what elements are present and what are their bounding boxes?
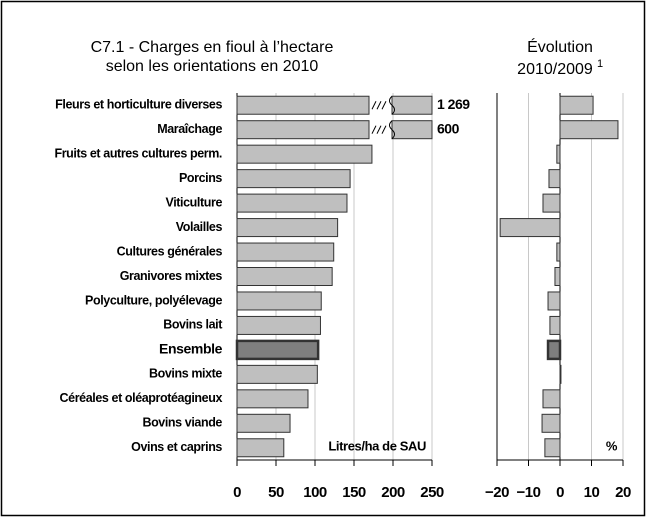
chart-subtitle: 2010/2009 <box>517 61 593 78</box>
x-tick-label: −10 <box>517 484 541 501</box>
x-tick-label: 200 <box>381 484 405 501</box>
bar <box>559 95 594 115</box>
bar <box>235 339 320 361</box>
axis-label: % <box>606 438 618 453</box>
bar <box>542 193 561 213</box>
value-label: 1 269 <box>437 96 470 112</box>
bar <box>236 364 318 384</box>
bar <box>236 169 351 189</box>
bar <box>559 120 619 140</box>
bar-part <box>381 125 387 134</box>
bar-part <box>389 120 395 140</box>
bar <box>236 267 333 286</box>
category-label: Bovins lait <box>163 318 223 332</box>
bar <box>236 291 322 311</box>
bar <box>236 144 373 164</box>
bar <box>236 218 339 238</box>
bar <box>544 438 561 458</box>
category-label: Céréales et oléaprotéagineux <box>60 391 223 405</box>
chart-title: C7.1 - Charges en fioul à l’hectare <box>91 39 334 56</box>
broken-bar <box>236 95 433 115</box>
chart-subtitle: selon les orientations en 2010 <box>106 58 319 75</box>
bar <box>236 315 321 335</box>
x-tick-label: 0 <box>233 484 241 501</box>
category-label: Volailles <box>176 220 223 234</box>
bar <box>548 169 561 189</box>
x-tick-label: −20 <box>485 484 509 501</box>
bar-part <box>389 95 395 115</box>
x-tick-label: 0 <box>556 484 564 501</box>
bar-part <box>376 125 382 134</box>
broken-bar <box>236 120 433 140</box>
category-label: Maraîchage <box>157 122 222 136</box>
category-label: Ovins et caprins <box>131 440 222 454</box>
bar-part <box>376 101 382 110</box>
bar <box>559 364 562 384</box>
bar <box>546 339 562 361</box>
category-label: Cultures générales <box>117 244 223 258</box>
bar <box>236 438 285 458</box>
bar-part <box>391 120 433 140</box>
category-label: Porcins <box>179 171 222 185</box>
axis-label: Litres/ha de SAU <box>328 438 426 453</box>
bar <box>549 315 561 335</box>
category-label: Fruits et autres cultures perm. <box>54 146 222 160</box>
bar <box>542 389 561 409</box>
bar <box>541 413 561 433</box>
category-label: Fleurs et horticulture diverses <box>55 98 222 112</box>
x-tick-label: 100 <box>303 484 327 501</box>
category-label: Polyculture, polyélevage <box>85 293 222 307</box>
bar <box>547 291 561 311</box>
bar <box>236 413 291 433</box>
bar <box>236 193 348 213</box>
x-tick-label: 10 <box>584 484 600 501</box>
bar-part <box>391 95 433 115</box>
x-tick-label: 50 <box>268 484 284 501</box>
x-tick-label: 250 <box>420 484 444 501</box>
chart-title: Évolution <box>527 37 593 56</box>
bar-part <box>371 101 377 110</box>
bar-part <box>371 125 377 134</box>
category-label: Granivores mixtes <box>120 269 223 283</box>
bar <box>556 144 561 164</box>
bar <box>554 267 561 286</box>
category-label: Bovins viande <box>142 416 222 430</box>
bar <box>236 242 335 262</box>
bar <box>499 218 561 238</box>
bar-part <box>236 95 370 115</box>
category-label: Ensemble <box>159 341 223 357</box>
bar <box>236 389 309 409</box>
bar-part <box>236 120 370 140</box>
category-label: Bovins mixte <box>149 367 222 381</box>
category-label: Viticulture <box>166 195 223 209</box>
bar <box>556 242 561 262</box>
value-label: 600 <box>437 120 460 136</box>
bar-part <box>381 101 387 110</box>
x-tick-label: 20 <box>615 484 631 501</box>
title-superscript: 1 <box>597 58 603 70</box>
x-tick-label: 150 <box>342 484 366 501</box>
